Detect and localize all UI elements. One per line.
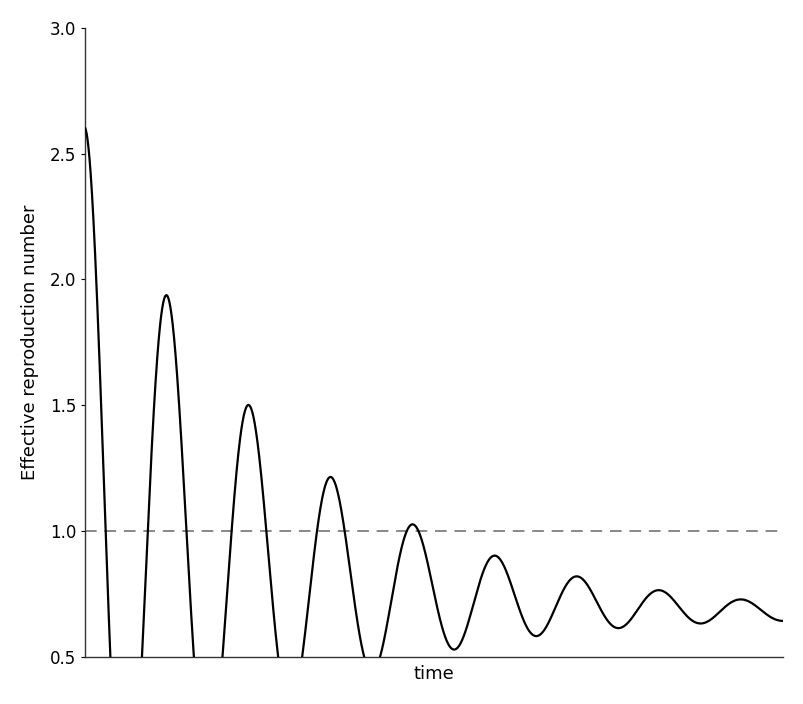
X-axis label: time: time: [414, 665, 454, 683]
Y-axis label: Effective reproduction number: Effective reproduction number: [21, 205, 39, 480]
